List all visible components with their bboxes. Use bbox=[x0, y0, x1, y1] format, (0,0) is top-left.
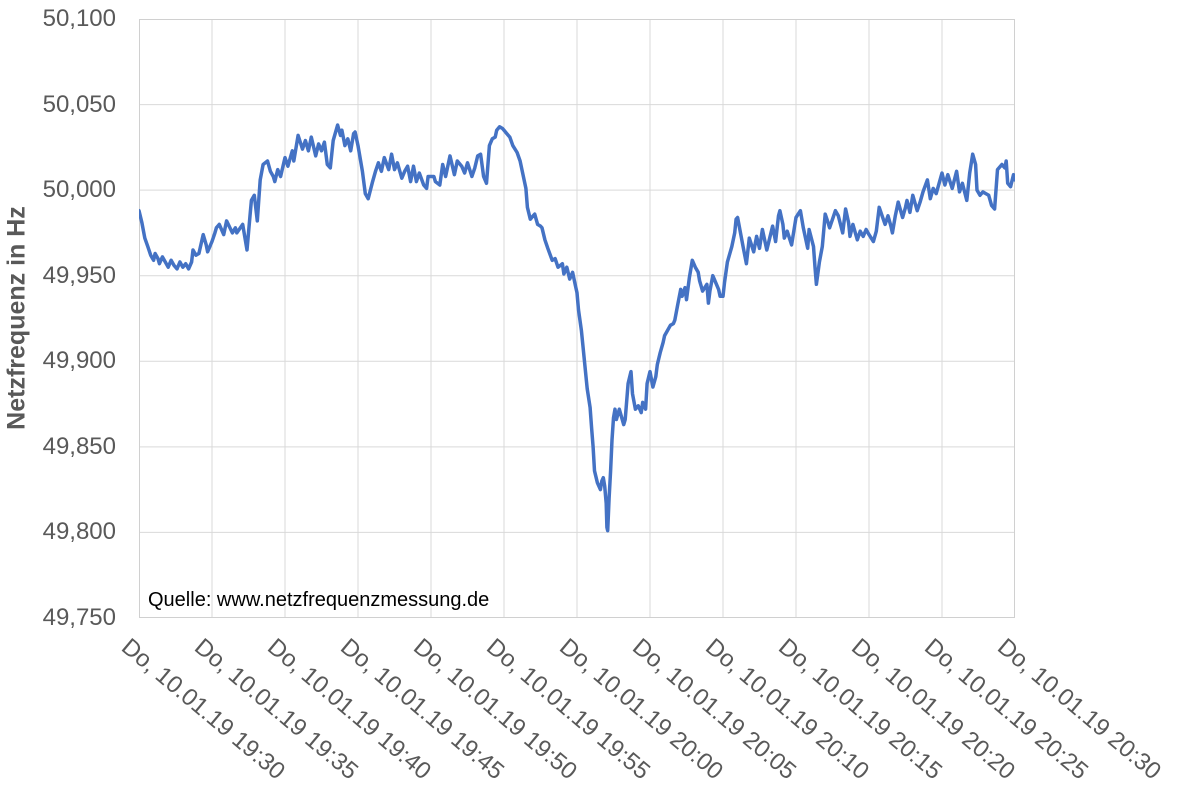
source-note: Quelle: www.netzfrequenzmessung.de bbox=[148, 589, 490, 611]
y-axis-title: Netzfrequenz in Hz bbox=[2, 206, 31, 430]
y-tick-label: 49,950 bbox=[42, 261, 116, 289]
y-tick-label: 50,100 bbox=[42, 5, 116, 32]
chart-plot-svg bbox=[139, 19, 1015, 618]
frequency-line bbox=[139, 123, 1015, 533]
y-tick-label: 49,800 bbox=[42, 518, 116, 546]
y-tick-label: 49,900 bbox=[42, 347, 116, 375]
y-tick-label: 49,750 bbox=[42, 604, 116, 631]
plot-border bbox=[139, 19, 1015, 618]
y-tick-label: 50,000 bbox=[42, 176, 116, 204]
y-tick-label: 50,050 bbox=[42, 90, 116, 118]
y-tick-label: 49,850 bbox=[42, 432, 116, 460]
plot-area: Quelle: www.netzfrequenzmessung.de bbox=[139, 19, 1015, 618]
